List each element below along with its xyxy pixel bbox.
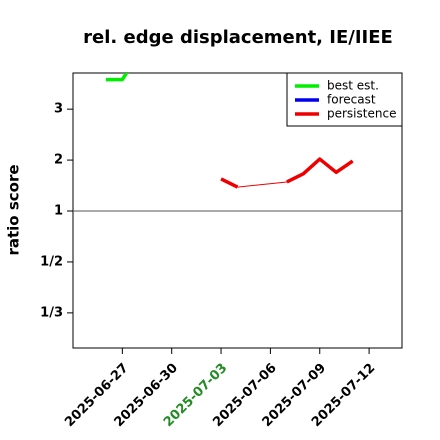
legend-label: persistence (327, 107, 396, 121)
y-tick-label: 1/2 (40, 254, 63, 269)
chart-title: rel. edge displacement, IE/IIEE (83, 27, 393, 48)
plot-area (105, 73, 354, 189)
y-tick-label: 2 (54, 153, 63, 168)
series-line (220, 157, 354, 189)
legend-label: best est. (327, 79, 379, 93)
series-connector (220, 158, 353, 188)
series-line (105, 73, 129, 82)
y-tick-label: 1 (54, 204, 63, 219)
y-tick-label: 3 (54, 102, 63, 117)
plot-frame (72, 72, 403, 349)
y-axis-label: ratio score (5, 164, 23, 255)
legend-label: forecast (327, 93, 376, 107)
y-tick-label: 1/3 (40, 305, 63, 320)
